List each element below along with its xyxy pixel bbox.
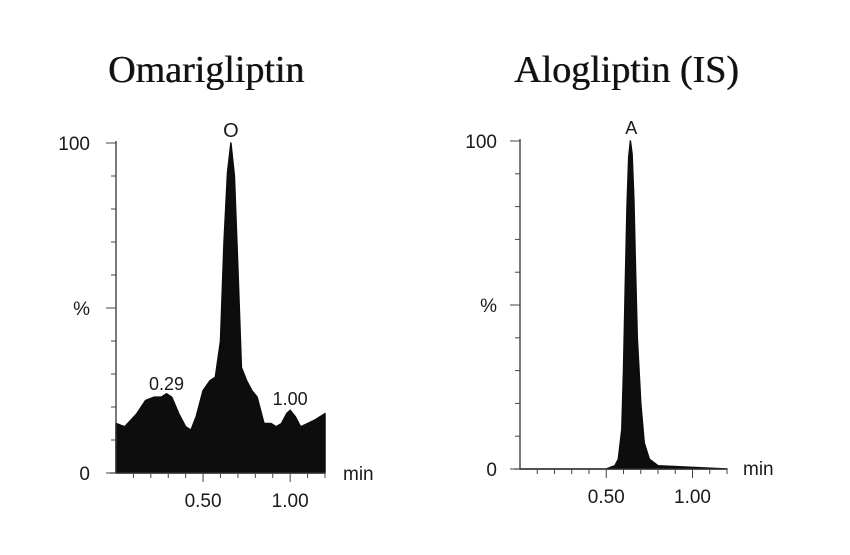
- omarigliptin-peak-annotation: O: [223, 120, 239, 142]
- omarigliptin-peak-annotation: 1.00: [273, 389, 308, 409]
- alogliptin-y-tick-label: 100: [465, 132, 497, 153]
- omarigliptin-x-axis-label: min: [343, 464, 374, 485]
- omarigliptin-y-tick-label: 100: [58, 134, 90, 155]
- alogliptin-y-tick-label: %: [480, 296, 497, 317]
- alogliptin-peak-annotation: A: [625, 118, 637, 138]
- omarigliptin-trace-0: [115, 142, 326, 474]
- alogliptin-x-tick-label: 0.50: [588, 487, 625, 508]
- omarigliptin-x-tick-label: 0.50: [185, 491, 222, 512]
- omarigliptin-y-tick-label: %: [73, 299, 90, 320]
- alogliptin-x-tick-label: 1.00: [674, 487, 711, 508]
- alogliptin-x-axis-label: min: [743, 459, 774, 480]
- omarigliptin-x-tick-label: 1.00: [272, 491, 309, 512]
- alogliptin-trace-0: [519, 140, 728, 470]
- alogliptin-y-tick-label: 0: [486, 460, 497, 481]
- omarigliptin-y-tick-label: 0: [79, 464, 90, 485]
- chart-title-omarigliptin: Omarigliptin: [108, 49, 305, 91]
- omarigliptin-peak-annotation: 0.29: [149, 374, 184, 394]
- chart-title-alogliptin: Alogliptin (IS): [514, 49, 739, 91]
